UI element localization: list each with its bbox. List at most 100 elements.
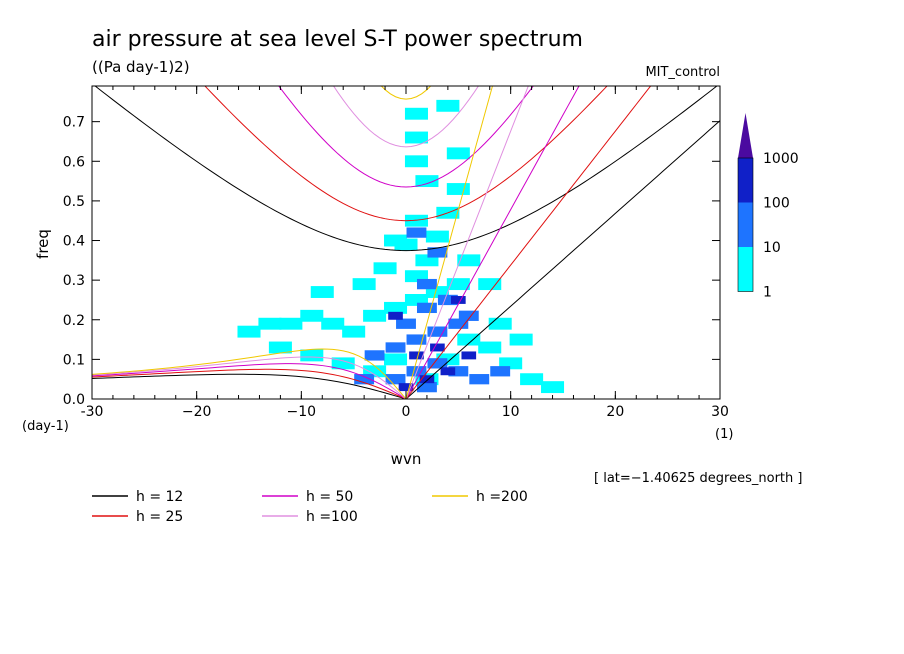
spectrum-cell [436,99,460,112]
spectrum-cell [331,357,355,370]
y-axis-label: freq [34,229,52,259]
inertia-gravity-curve [332,86,480,148]
run-label: MIT_control [645,65,720,80]
x-tick-label: −20 [182,404,212,420]
x-tick-label: 0 [402,404,411,420]
spectrum-cell [354,374,375,385]
y-tick-label: 0.1 [63,352,85,368]
spectrum-cell [406,334,427,345]
spectrum-cell [427,358,448,369]
rossby-curve [92,363,407,399]
spectrum-cell [509,333,533,346]
spectrum-cell [404,214,428,227]
spectrum-cell [416,302,437,314]
spectrum-cell [406,227,427,238]
spectrum-cell [446,147,470,160]
spectrum-cell [363,309,387,322]
spectrum-cell [436,353,460,366]
spectrum-cell [541,381,565,394]
colorbar-swatch [738,247,753,292]
spectrum-cell [416,381,437,393]
x-tick-label: 20 [606,404,624,420]
chart-units: ((Pa day-1)2) [92,58,190,76]
spectrum-cell [469,374,490,385]
spectrum-cell [448,366,469,377]
spectrum-cell [446,183,470,195]
spectrum-cell [457,254,481,267]
spectrum-cell [300,309,324,322]
spectrum-cell [415,175,439,188]
y-axis: 0.0 0.1 0.2 0.3 0.4 0.5 0.6 0.7 [63,115,720,408]
kelvin-curve [405,86,494,399]
spectrum-cell [385,342,406,353]
spectrum-cell [490,366,511,377]
y-tick-label: 0.5 [63,194,85,210]
spectrum-cell [268,341,292,354]
spectrum-cell [384,234,408,247]
spectrum-cell [446,278,470,291]
spectrum-cell [416,278,437,290]
spectrum-cell [448,318,469,329]
y-axis-units: (day-1) [22,419,69,434]
x-axis: -30 −20 −10 0 10 20 30 [81,86,729,420]
y-tick-label: 0.0 [63,392,85,408]
x-tick-label: −10 [287,404,317,420]
x-axis-label: wvn [391,450,422,468]
spectrum-cell [440,367,456,376]
legend-label: h = 25 [136,509,183,525]
spectrum-cell [404,107,428,120]
dispersion-curves [92,86,720,399]
spectrum-cell [258,317,282,330]
spectrum-cell [458,310,479,321]
colorbar-frame [737,157,754,292]
spectrum-cell [388,311,403,320]
legend-label: h =200 [476,489,528,505]
spectrum-cell [404,131,428,144]
y-tick-label: 0.2 [63,313,85,329]
spectrum-cell [425,230,449,243]
spectrum-cell [520,373,544,386]
legend-label: h =100 [306,509,358,525]
spectrum-shading [237,99,565,394]
spectrum-cell [352,278,376,291]
kelvin-curve [405,86,529,399]
spectrum-cell [384,353,408,366]
spectrum-cell [499,357,523,370]
spectrum-cell [419,375,435,384]
y-tick-label: 0.4 [63,234,85,250]
rossby-curve [92,356,407,399]
spectrum-cell [373,262,397,275]
x-tick-label: 10 [502,404,520,420]
colorbar-label: 100 [763,196,790,212]
spectrum-cell [430,343,445,352]
spectrum-cell [342,325,366,338]
inertia-gravity-curve [380,86,432,100]
spectrum-cell [363,365,387,378]
kelvin-curve [405,86,580,399]
inertia-gravity-curve [278,86,534,188]
rossby-curve [92,368,407,399]
legend-label: h = 12 [136,489,183,505]
x-tick-label: -30 [81,404,104,420]
y-tick-label: 0.7 [63,115,85,131]
spectrum-cell [404,155,428,168]
spectrum-cell [415,254,439,267]
x-axis-units: (1) [715,427,733,442]
spectrum-cell [478,278,502,291]
spectrum-cell [425,286,449,298]
legend: h = 12 h = 25 h = 50 h =100 h =200 [92,489,528,525]
spectrum-cell [488,317,512,330]
spectrum-cell [398,383,414,392]
spectrum-cell [384,301,408,314]
latitude-note: [ lat=−1.40625 degrees_north ] [594,471,802,486]
spectrum-cell [451,295,466,304]
spectrum-cell [461,351,477,360]
inertia-gravity-curve [94,86,718,252]
colorbar-label: 10 [763,240,781,256]
rossby-curve [92,373,407,399]
spectrum-cell [321,317,345,330]
spectrum-cell [364,350,385,361]
colorbar-overflow-arrow [738,113,753,158]
spectrum-cell [310,286,334,298]
legend-label: h = 50 [306,489,353,505]
